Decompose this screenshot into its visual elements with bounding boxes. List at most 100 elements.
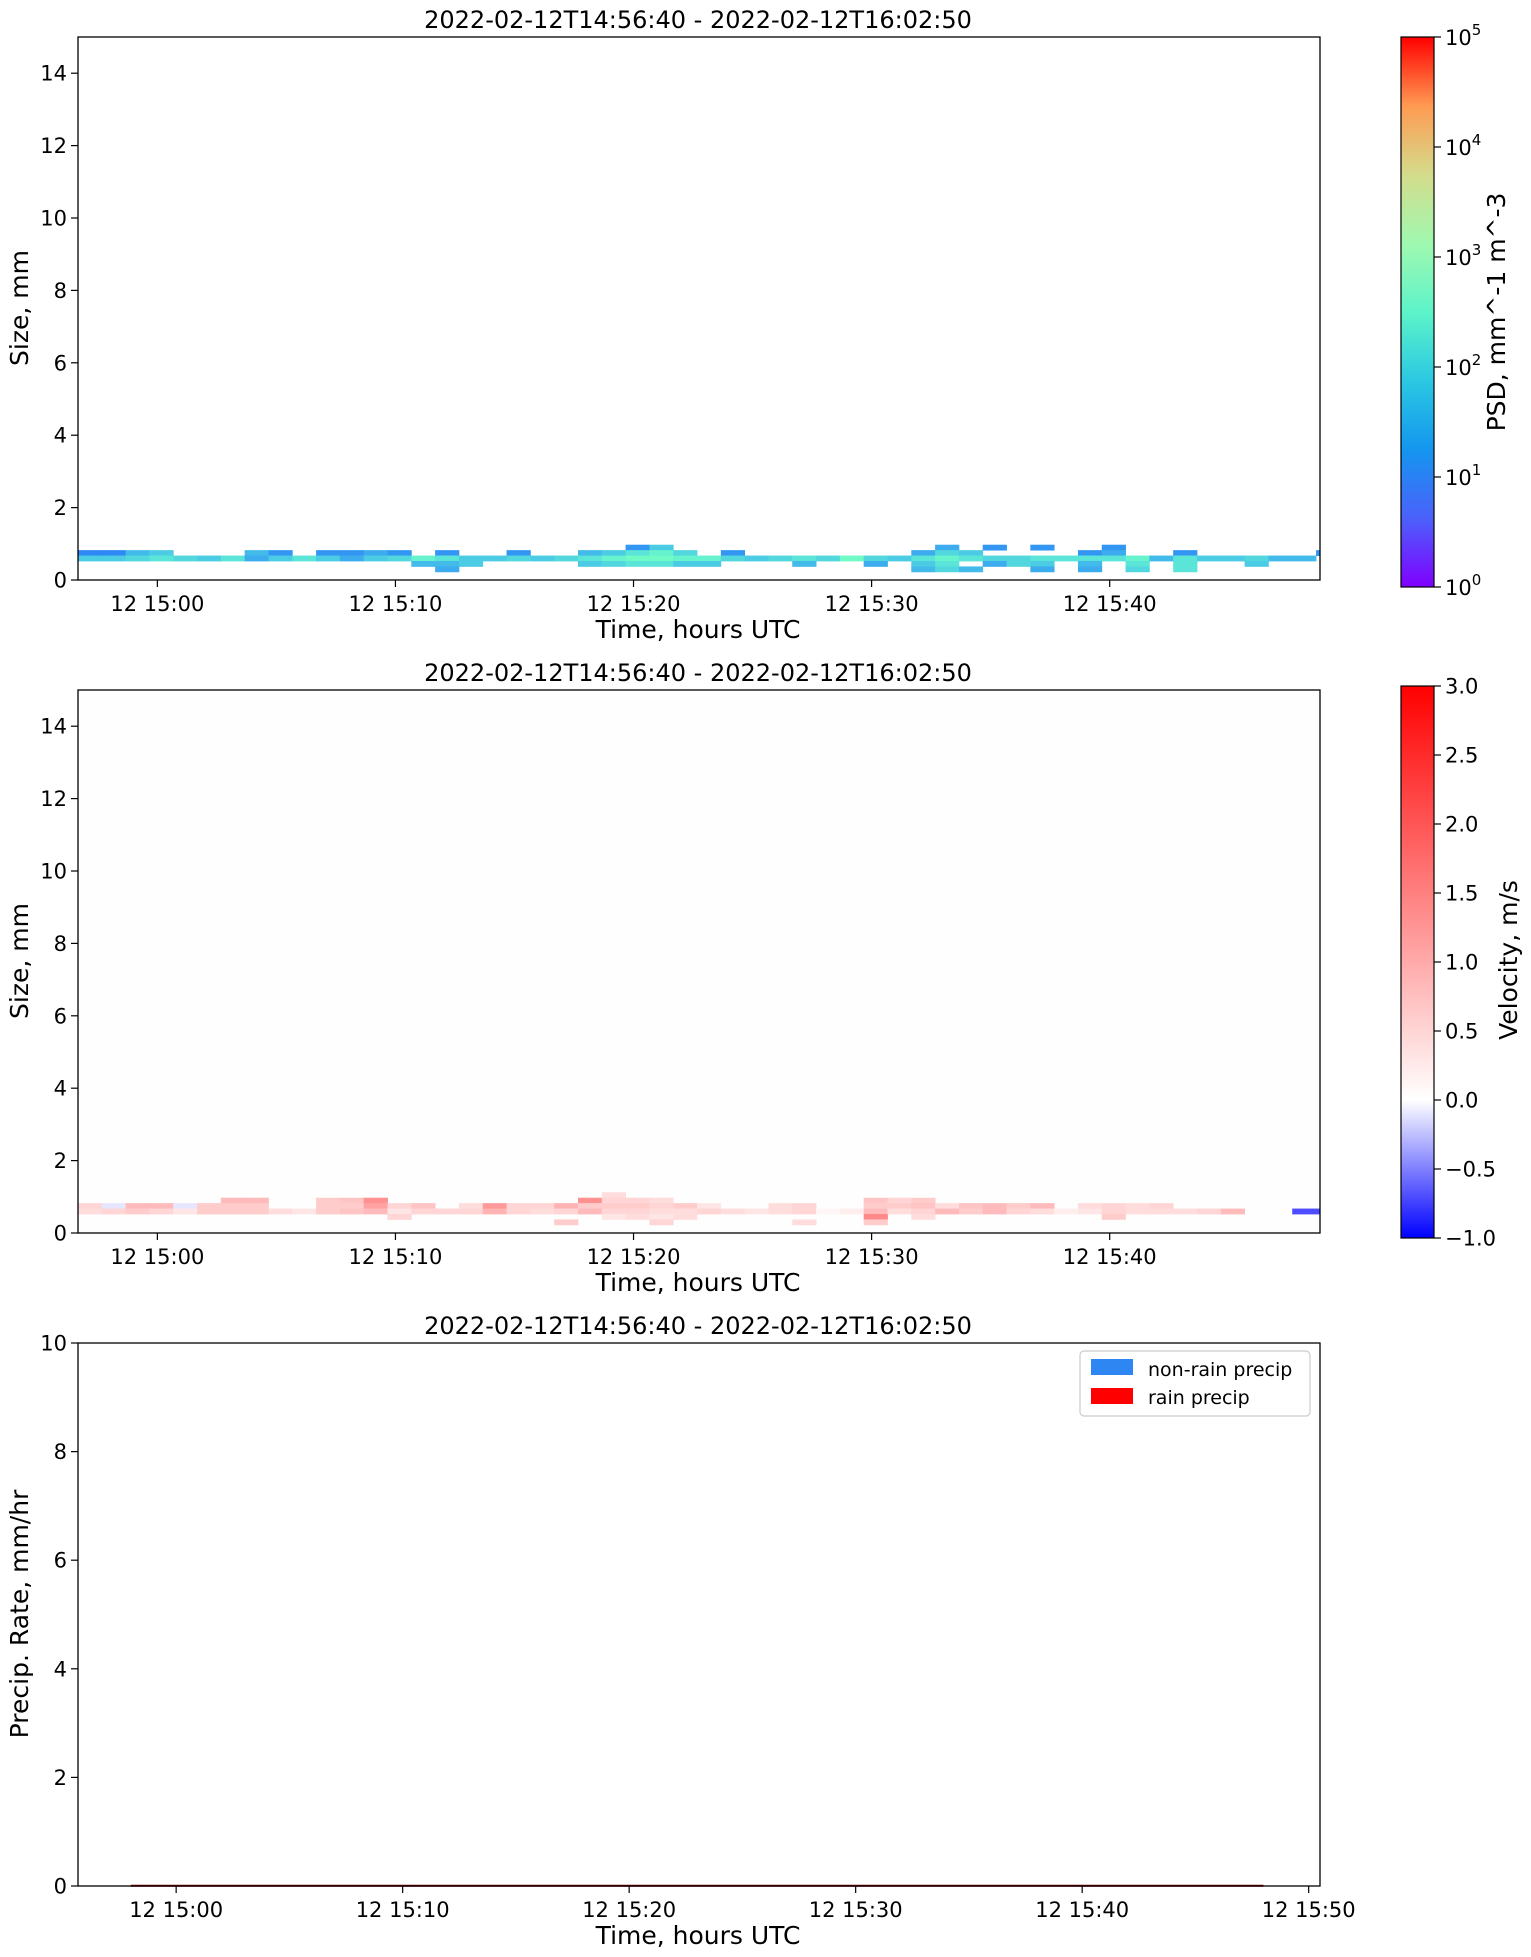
precip-title: 2022-02-12T14:56:40 - 2022-02-12T16:02:5… — [424, 1312, 972, 1340]
velocity-title: 2022-02-12T14:56:40 - 2022-02-12T16:02:5… — [424, 659, 972, 687]
heatmap-cell — [649, 544, 674, 551]
heatmap-cell — [1006, 560, 1031, 567]
y-tick-label: 0 — [54, 1875, 67, 1899]
velocity-plot-background — [78, 690, 1320, 1233]
x-tick-label: 12 15:20 — [582, 1898, 676, 1922]
heatmap-cell — [268, 1208, 293, 1215]
heatmap-cell — [1077, 566, 1103, 573]
heatmap-cell — [625, 555, 650, 562]
heatmap-cell — [697, 560, 722, 567]
heatmap-cell — [244, 1208, 269, 1215]
heatmap-cell — [197, 555, 222, 562]
heatmap-cell — [649, 1219, 674, 1226]
heatmap-cell — [435, 550, 460, 556]
heatmap-cell — [1268, 555, 1293, 562]
heatmap-cell — [101, 550, 127, 556]
heatmap-cell — [768, 1203, 793, 1209]
heatmap-cell — [911, 1203, 936, 1209]
velocity-colorbar-ticks: 3.0 2.5 2.0 1.5 1.0 0.5 0.0 −0.5 −1.0 — [1434, 675, 1496, 1251]
heatmap-cell — [506, 555, 531, 562]
y-tick-label: 10 — [40, 1332, 67, 1356]
heatmap-cell — [1101, 1208, 1126, 1215]
precip-x-axis-label: Time, hours UTC — [595, 1921, 801, 1950]
colorbar-tick-label: 100 — [1445, 571, 1481, 600]
colorbar-tick-label: 102 — [1445, 351, 1481, 380]
x-tick-label: 12 15:10 — [348, 1245, 442, 1269]
heatmap-cell — [1125, 555, 1150, 562]
psd-colorbar-label: PSD, mm^-1 m^-3 — [1482, 193, 1511, 432]
heatmap-cell — [935, 550, 960, 556]
x-tick-label: 12 15:00 — [110, 1245, 204, 1269]
y-tick-label: 4 — [54, 424, 67, 448]
heatmap-cell — [982, 544, 1007, 551]
heatmap-cell — [1077, 555, 1103, 562]
heatmap-cell — [1006, 1203, 1031, 1209]
heatmap-cell — [1173, 550, 1198, 556]
heatmap-cell — [1173, 555, 1198, 562]
heatmap-cell — [982, 560, 1007, 567]
colorbar-tick-label: 101 — [1445, 461, 1481, 490]
colorbar-tick-label: 103 — [1445, 241, 1481, 270]
psd-panel: 2022-02-12T14:56:40 - 2022-02-12T16:02:5… — [5, 6, 1511, 644]
heatmap-cell — [339, 1203, 365, 1209]
heatmap-cell — [506, 550, 531, 556]
heatmap-cell — [1292, 1208, 1317, 1215]
heatmap-cell — [720, 1208, 746, 1215]
heatmap-cell — [1173, 560, 1198, 567]
heatmap-cell — [506, 1208, 531, 1215]
colorbar-tick-label: −1.0 — [1445, 1227, 1496, 1251]
y-tick-label: 14 — [40, 715, 67, 739]
heatmap-cell — [435, 566, 460, 573]
heatmap-cell — [482, 555, 507, 562]
heatmap-cell — [316, 550, 341, 556]
heatmap-cell — [530, 1203, 555, 1209]
heatmap-cell — [720, 550, 746, 556]
colorbar-tick-label: −0.5 — [1445, 1158, 1496, 1182]
heatmap-cell — [816, 1208, 841, 1215]
x-tick-label: 12 15:10 — [348, 592, 442, 616]
colorbar-tick-label: 2.0 — [1445, 813, 1478, 837]
heatmap-cell — [78, 555, 103, 562]
y-tick-label: 6 — [54, 1004, 67, 1028]
psd-x-ticks: 12 15:00 12 15:10 12 15:20 12 15:30 12 15:40 — [110, 580, 1157, 616]
heatmap-cell — [1149, 555, 1174, 562]
heatmap-cell — [1125, 1208, 1150, 1215]
heatmap-cell — [363, 1203, 388, 1209]
heatmap-cell — [958, 1203, 984, 1209]
y-tick-label: 0 — [54, 569, 67, 593]
heatmap-cell — [101, 1208, 127, 1215]
heatmap-cell — [411, 560, 436, 567]
heatmap-cell — [268, 555, 293, 562]
heatmap-cell — [506, 1203, 531, 1209]
heatmap-cell — [292, 555, 317, 562]
velocity-colorbar — [1400, 685, 1435, 1239]
heatmap-cell — [935, 1208, 960, 1215]
y-tick-label: 8 — [54, 1440, 67, 1464]
heatmap-cell — [1220, 1208, 1246, 1215]
heatmap-cell — [316, 555, 341, 562]
heatmap-cell — [863, 1203, 888, 1209]
heatmap-cell — [863, 1213, 888, 1220]
y-tick-label: 8 — [54, 279, 67, 303]
heatmap-cell — [220, 1208, 246, 1215]
heatmap-cell — [577, 1203, 603, 1209]
heatmap-cell — [720, 555, 746, 562]
heatmap-cell — [220, 1197, 246, 1204]
precip-x-ticks: 12 15:00 12 15:10 12 15:20 12 15:30 12 15:40… — [129, 1886, 1356, 1922]
heatmap-cell — [411, 1203, 436, 1209]
x-tick-label: 12 15:00 — [110, 592, 204, 616]
heatmap-cell — [792, 1208, 817, 1215]
heatmap-cell — [78, 1203, 103, 1209]
heatmap-cell — [887, 1203, 912, 1209]
colorbar-tick-label: 1.5 — [1445, 882, 1478, 906]
heatmap-cell — [982, 1203, 1007, 1209]
velocity-x-ticks: 12 15:00 12 15:10 12 15:20 12 15:30 12 15:40 — [110, 1233, 1157, 1269]
heatmap-cell — [363, 1208, 388, 1215]
heatmap-cell — [625, 1213, 650, 1220]
heatmap-cell — [601, 1203, 626, 1209]
heatmap-cell — [1006, 1208, 1031, 1215]
velocity-y-axis-label: Size, mm — [5, 903, 34, 1019]
heatmap-cell — [816, 555, 841, 562]
y-tick-label: 2 — [54, 496, 67, 520]
heatmap-cell — [363, 555, 388, 562]
